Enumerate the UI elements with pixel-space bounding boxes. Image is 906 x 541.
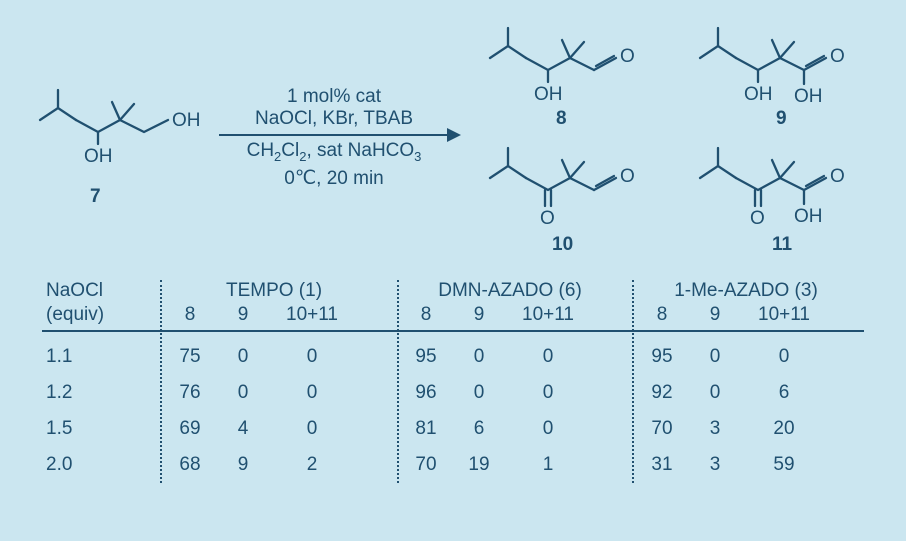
cell-value: 1 <box>503 454 593 476</box>
cell-value: 0 <box>691 382 739 404</box>
cell-value: 19 <box>455 454 503 476</box>
p9-oh2: OH <box>794 86 823 107</box>
cond-line-4: 0℃, 20 min <box>214 168 454 190</box>
svg-text:O: O <box>620 46 635 67</box>
p8-oh: OH <box>534 84 563 105</box>
header-naocl: NaOCl <box>46 280 156 302</box>
cell-value: 0 <box>267 382 357 404</box>
compound-label-9: 9 <box>776 108 787 130</box>
cell-value: 0 <box>503 346 593 368</box>
cell-equiv: 1.1 <box>42 346 156 368</box>
cell-value: 75 <box>161 346 219 368</box>
cell-value: 0 <box>503 418 593 440</box>
p10-o: O <box>540 208 555 229</box>
cell-value: 59 <box>739 454 829 476</box>
p9-oh1: OH <box>744 84 773 105</box>
cell-value: 95 <box>397 346 455 368</box>
cond-line-1: 1 mol% cat <box>214 86 454 108</box>
cell-value: 0 <box>739 346 829 368</box>
cell-equiv: 1.5 <box>42 418 156 440</box>
table-row: 1.2760096009206 <box>42 375 864 411</box>
cond-line-2: NaOCl, KBr, TBAB <box>214 108 454 130</box>
table-row: 2.06892 70191 31359 <box>42 447 864 483</box>
cell-value: 95 <box>633 346 691 368</box>
cell-value: 20 <box>739 418 829 440</box>
cell-equiv: 1.2 <box>42 382 156 404</box>
svg-text:O: O <box>830 46 845 67</box>
cond-line-3: CH2Cl2, sat NaHCO3 <box>214 140 454 168</box>
cell-value: 6 <box>455 418 503 440</box>
sm-oh-label: OH <box>84 146 113 167</box>
group-header-1me: 1-Me-AZADO (3) <box>628 280 864 302</box>
cell-value: 69 <box>161 418 219 440</box>
cell-value: 31 <box>633 454 691 476</box>
cell-value: 9 <box>219 454 267 476</box>
group-header-tempo: TEMPO (1) <box>156 280 392 302</box>
cell-value: 4 <box>219 418 267 440</box>
results-table: NaOCl TEMPO (1) DMN-AZADO (6) 1-Me-AZADO… <box>42 280 864 483</box>
cell-value: 2 <box>267 454 357 476</box>
subheader-9: 9 <box>219 304 267 326</box>
subheader-10-11: 10+11 <box>267 304 357 326</box>
cell-value: 6 <box>739 382 829 404</box>
group-header-dmn: DMN-AZADO (6) <box>392 280 628 302</box>
cell-value: 0 <box>455 346 503 368</box>
p11-o: O <box>750 208 765 229</box>
cell-value: 92 <box>633 382 691 404</box>
table-row: 1.56940816070320 <box>42 411 864 447</box>
cell-value: 3 <box>691 454 739 476</box>
reaction-arrow <box>219 134 449 136</box>
compound-label-8: 8 <box>556 108 567 130</box>
cell-value: 96 <box>397 382 455 404</box>
cell-value: 68 <box>161 454 219 476</box>
table-divider <box>632 280 634 483</box>
compound-label-7: 7 <box>90 186 101 208</box>
sm-primary-oh: OH <box>172 110 201 131</box>
cell-value: 81 <box>397 418 455 440</box>
cell-value: 70 <box>397 454 455 476</box>
table-divider <box>397 280 399 483</box>
cell-equiv: 2.0 <box>42 454 156 476</box>
cell-value: 3 <box>691 418 739 440</box>
table-row: 1.1750095009500 <box>42 336 864 375</box>
table-divider <box>160 280 162 483</box>
compound-label-10: 10 <box>552 234 573 256</box>
p11-oh: OH <box>794 206 823 227</box>
cell-value: 0 <box>219 346 267 368</box>
header-equiv: (equiv) <box>42 304 156 326</box>
cell-value: 0 <box>267 346 357 368</box>
cell-value: 0 <box>267 418 357 440</box>
cell-value: 0 <box>503 382 593 404</box>
svg-text:O: O <box>620 166 635 187</box>
cell-value: 0 <box>691 346 739 368</box>
cell-value: 70 <box>633 418 691 440</box>
cell-value: 0 <box>219 382 267 404</box>
cell-value: 76 <box>161 382 219 404</box>
reaction-conditions: 1 mol% cat NaOCl, KBr, TBAB CH2Cl2, sat … <box>214 86 454 190</box>
cell-value: 0 <box>455 382 503 404</box>
subheader-8: 8 <box>161 304 219 326</box>
table-rule <box>42 330 864 332</box>
svg-text:O: O <box>830 166 845 187</box>
compound-label-11: 11 <box>772 234 792 256</box>
